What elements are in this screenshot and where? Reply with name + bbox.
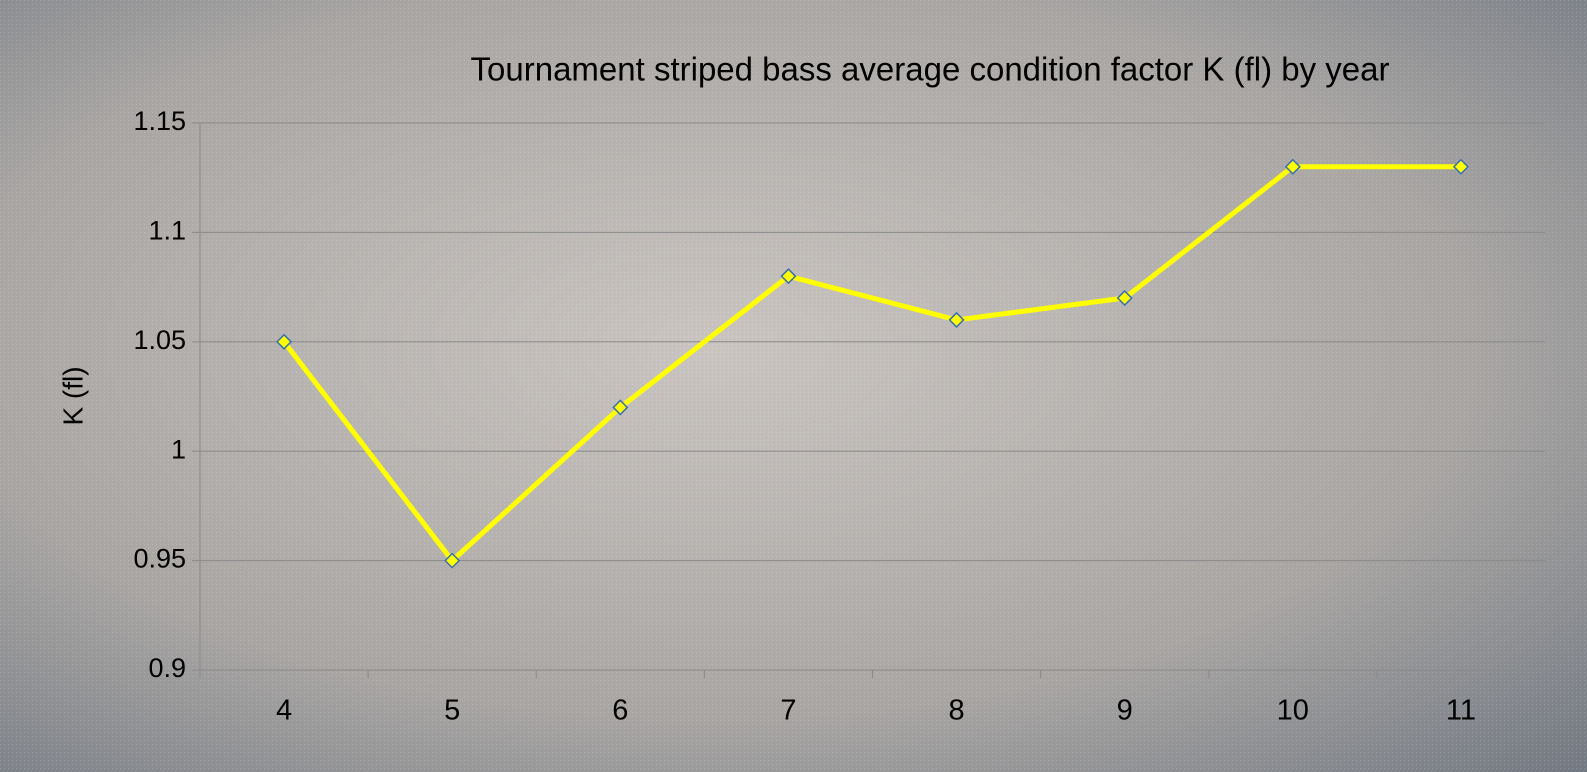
chart-title: Tournament striped bass average conditio… [471,51,1390,88]
y-tick-label: 1 [171,434,186,464]
x-tick-label: 5 [444,695,460,727]
x-tick-label: 6 [612,695,628,727]
y-axis-label: K (fl) [57,366,88,425]
x-tick-label: 9 [1117,695,1133,727]
x-tick-label: 10 [1277,695,1309,727]
page: Tournament striped bass average conditio… [0,0,1587,772]
y-tick-label: 1.05 [133,325,186,355]
y-tick-label: 1.1 [148,216,186,246]
x-tick-label: 8 [948,695,964,727]
chart: Tournament striped bass average conditio… [0,0,1587,772]
x-tick-label: 4 [276,695,292,727]
y-tick-label: 0.9 [148,653,186,683]
background-texture [0,0,1587,772]
x-tick-label: 7 [780,695,796,727]
y-tick-label: 1.15 [133,106,186,136]
y-tick-label: 0.95 [133,544,186,574]
x-tick-label: 11 [1446,695,1476,727]
